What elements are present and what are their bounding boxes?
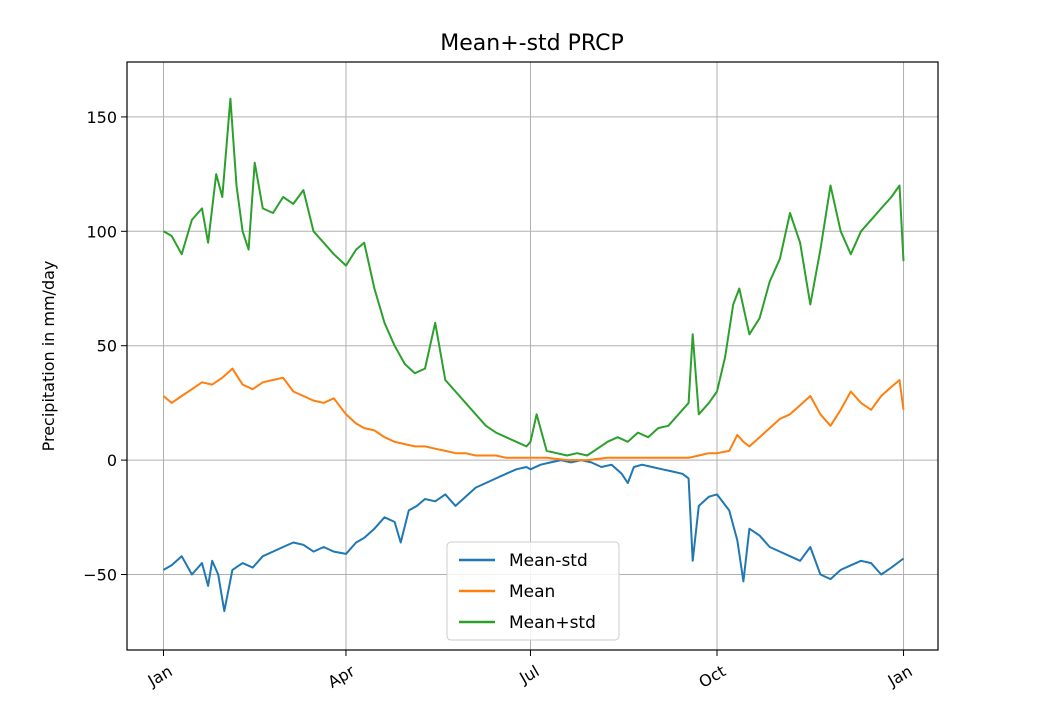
series-line-mean-plus-std — [163, 97, 905, 457]
y-axis: −50 0 50 100 150 — [83, 108, 127, 584]
series-line-mean — [162, 367, 905, 462]
y-tick-label: 50 — [97, 337, 117, 356]
legend: Mean-std Mean Mean+std — [446, 541, 620, 641]
series-line-mean-std — [163, 459, 905, 613]
y-tick-label: 100 — [86, 222, 117, 241]
x-tick-label: Jul — [515, 661, 542, 688]
x-axis: Jan Apr Jul Oct Jan — [144, 650, 916, 692]
legend-label: Mean — [509, 582, 555, 602]
y-tick-label: −50 — [83, 565, 117, 584]
series-group — [162, 97, 905, 613]
y-axis-label: Precipitation in mm/day — [39, 261, 58, 452]
legend-label: Mean-std — [509, 551, 588, 571]
x-tick-label: Jan — [884, 661, 916, 690]
grid — [127, 62, 938, 650]
x-tick-label: Oct — [696, 661, 729, 691]
x-tick-label: Apr — [324, 661, 358, 692]
chart-title: Mean+-std PRCP — [440, 31, 623, 56]
y-tick-label: 0 — [107, 451, 117, 470]
x-tick-label: Jan — [144, 661, 176, 690]
legend-label: Mean+std — [509, 613, 596, 633]
plot-frame — [126, 61, 939, 651]
legend-box — [446, 541, 620, 641]
y-tick-label: 150 — [86, 108, 117, 127]
